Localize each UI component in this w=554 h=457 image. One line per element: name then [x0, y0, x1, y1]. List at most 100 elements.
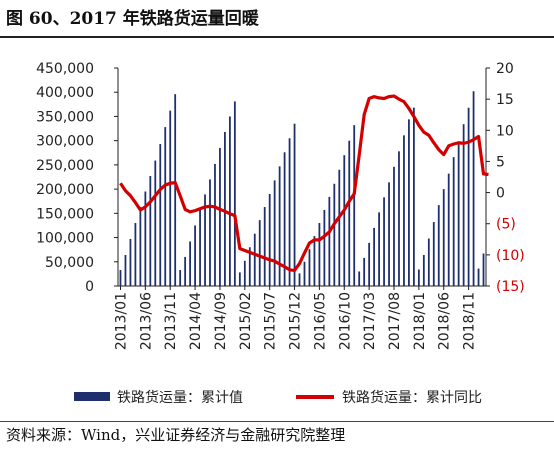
left-tick-label: 350,000: [36, 109, 94, 125]
x-tick-label: 2013/11: [163, 292, 179, 350]
bar: [204, 194, 206, 286]
bar: [288, 138, 291, 286]
bar: [432, 222, 435, 286]
bar: [333, 183, 336, 286]
bar: [373, 227, 375, 286]
x-tick-label: 2017/03: [362, 292, 378, 350]
bar: [427, 238, 430, 286]
x-tick-label: 2016/10: [337, 292, 353, 350]
bar: [482, 253, 485, 286]
right-tick-label: 0: [496, 186, 505, 202]
bar: [278, 166, 281, 286]
bar: [293, 123, 296, 287]
x-tick-labels: 2013/01 2013/06 2013/11 2014/04 2014/09 2015/…: [113, 292, 477, 350]
bar: [224, 131, 226, 286]
bar: [268, 193, 271, 286]
left-tick-label: 100,000: [36, 231, 94, 247]
bar: [144, 191, 147, 286]
bar: [398, 151, 400, 286]
bar: [243, 260, 246, 286]
bar: [263, 207, 266, 286]
chart-svg: 0 50,000 100,000 150,000 200,000 250,000 300,0…: [36, 61, 525, 406]
x-tick-label: 2018/11: [462, 292, 478, 350]
right-tick-label: 10: [496, 123, 514, 139]
x-tick-label: 2013/06: [138, 292, 154, 350]
bar: [199, 209, 201, 286]
bar: [139, 207, 142, 286]
bar: [273, 180, 276, 286]
bar-series-cumulative: [119, 91, 485, 287]
right-tick-label: 5: [496, 154, 505, 170]
bar: [229, 116, 231, 286]
bar: [184, 256, 187, 286]
left-tick-label: 0: [85, 279, 94, 295]
bar: [313, 236, 316, 286]
bar: [447, 173, 450, 286]
bar: [119, 270, 122, 286]
bar: [159, 144, 162, 286]
bar: [258, 220, 261, 286]
bar: [363, 257, 366, 286]
bar: [457, 141, 460, 286]
bar: [323, 209, 326, 286]
x-tick-label: 2017/08: [387, 292, 403, 350]
bar: [358, 271, 361, 286]
bar: [383, 197, 385, 286]
x-tick-label: 2014/09: [213, 292, 229, 350]
bar: [472, 91, 475, 286]
bar: [452, 157, 455, 286]
x-tick-label: 2015/07: [263, 292, 279, 350]
left-tick-label: 150,000: [36, 206, 94, 222]
axes: 0 50,000 100,000 150,000 200,000 250,000 300,0…: [36, 61, 525, 295]
bar: [437, 205, 440, 286]
right-tick-label: (10): [496, 248, 525, 264]
right-tick-label: 20: [496, 61, 514, 77]
bar: [124, 255, 127, 286]
legend-label-bars: 铁路货运量：累计值: [117, 389, 243, 406]
left-tick-label: 300,000: [36, 134, 94, 150]
x-tick-label: 2016/05: [312, 292, 328, 350]
bar: [164, 127, 167, 286]
x-tick-label: 2015/02: [238, 292, 254, 350]
bar: [308, 249, 311, 286]
bar: [129, 239, 132, 286]
x-tick-label: 2015/12: [288, 292, 304, 350]
bar: [134, 223, 137, 286]
bar: [219, 147, 221, 286]
bar: [417, 269, 420, 286]
left-tick-label: 250,000: [36, 158, 94, 174]
bar: [154, 160, 157, 286]
legend-swatch-bars: [74, 392, 110, 401]
source-divider: [0, 421, 554, 422]
bar: [209, 179, 211, 286]
bar: [169, 110, 172, 286]
bar: [338, 169, 341, 286]
bar: [179, 270, 182, 286]
bar: [408, 119, 410, 286]
bar: [403, 135, 405, 286]
source-note: 资料来源：Wind，兴业证券经济与金融研究院整理: [6, 426, 346, 444]
left-tick-label: 450,000: [36, 61, 94, 77]
bar: [214, 163, 216, 286]
bar: [189, 241, 191, 286]
bar: [393, 166, 395, 286]
legend-label-line: 铁路货运量：累计同比: [342, 389, 482, 406]
bar: [348, 140, 351, 286]
bar: [462, 124, 465, 286]
bar: [368, 242, 371, 286]
bar: [233, 101, 236, 287]
legend: 铁路货运量：累计值 铁路货运量：累计同比: [74, 389, 482, 406]
bar: [303, 261, 306, 286]
bar: [388, 182, 390, 286]
bar: [253, 233, 256, 286]
right-tick-label: (5): [496, 217, 516, 233]
x-tick-label: 2014/04: [188, 292, 204, 350]
right-tick-label: 15: [496, 92, 514, 108]
bar: [422, 255, 425, 286]
bar: [194, 225, 196, 286]
figure-title: 图 60、2017 年铁路货运量回暖: [6, 9, 259, 29]
bar: [328, 196, 331, 286]
line-series-yoy: [119, 94, 489, 273]
bar: [442, 189, 445, 286]
bar: [283, 152, 286, 286]
